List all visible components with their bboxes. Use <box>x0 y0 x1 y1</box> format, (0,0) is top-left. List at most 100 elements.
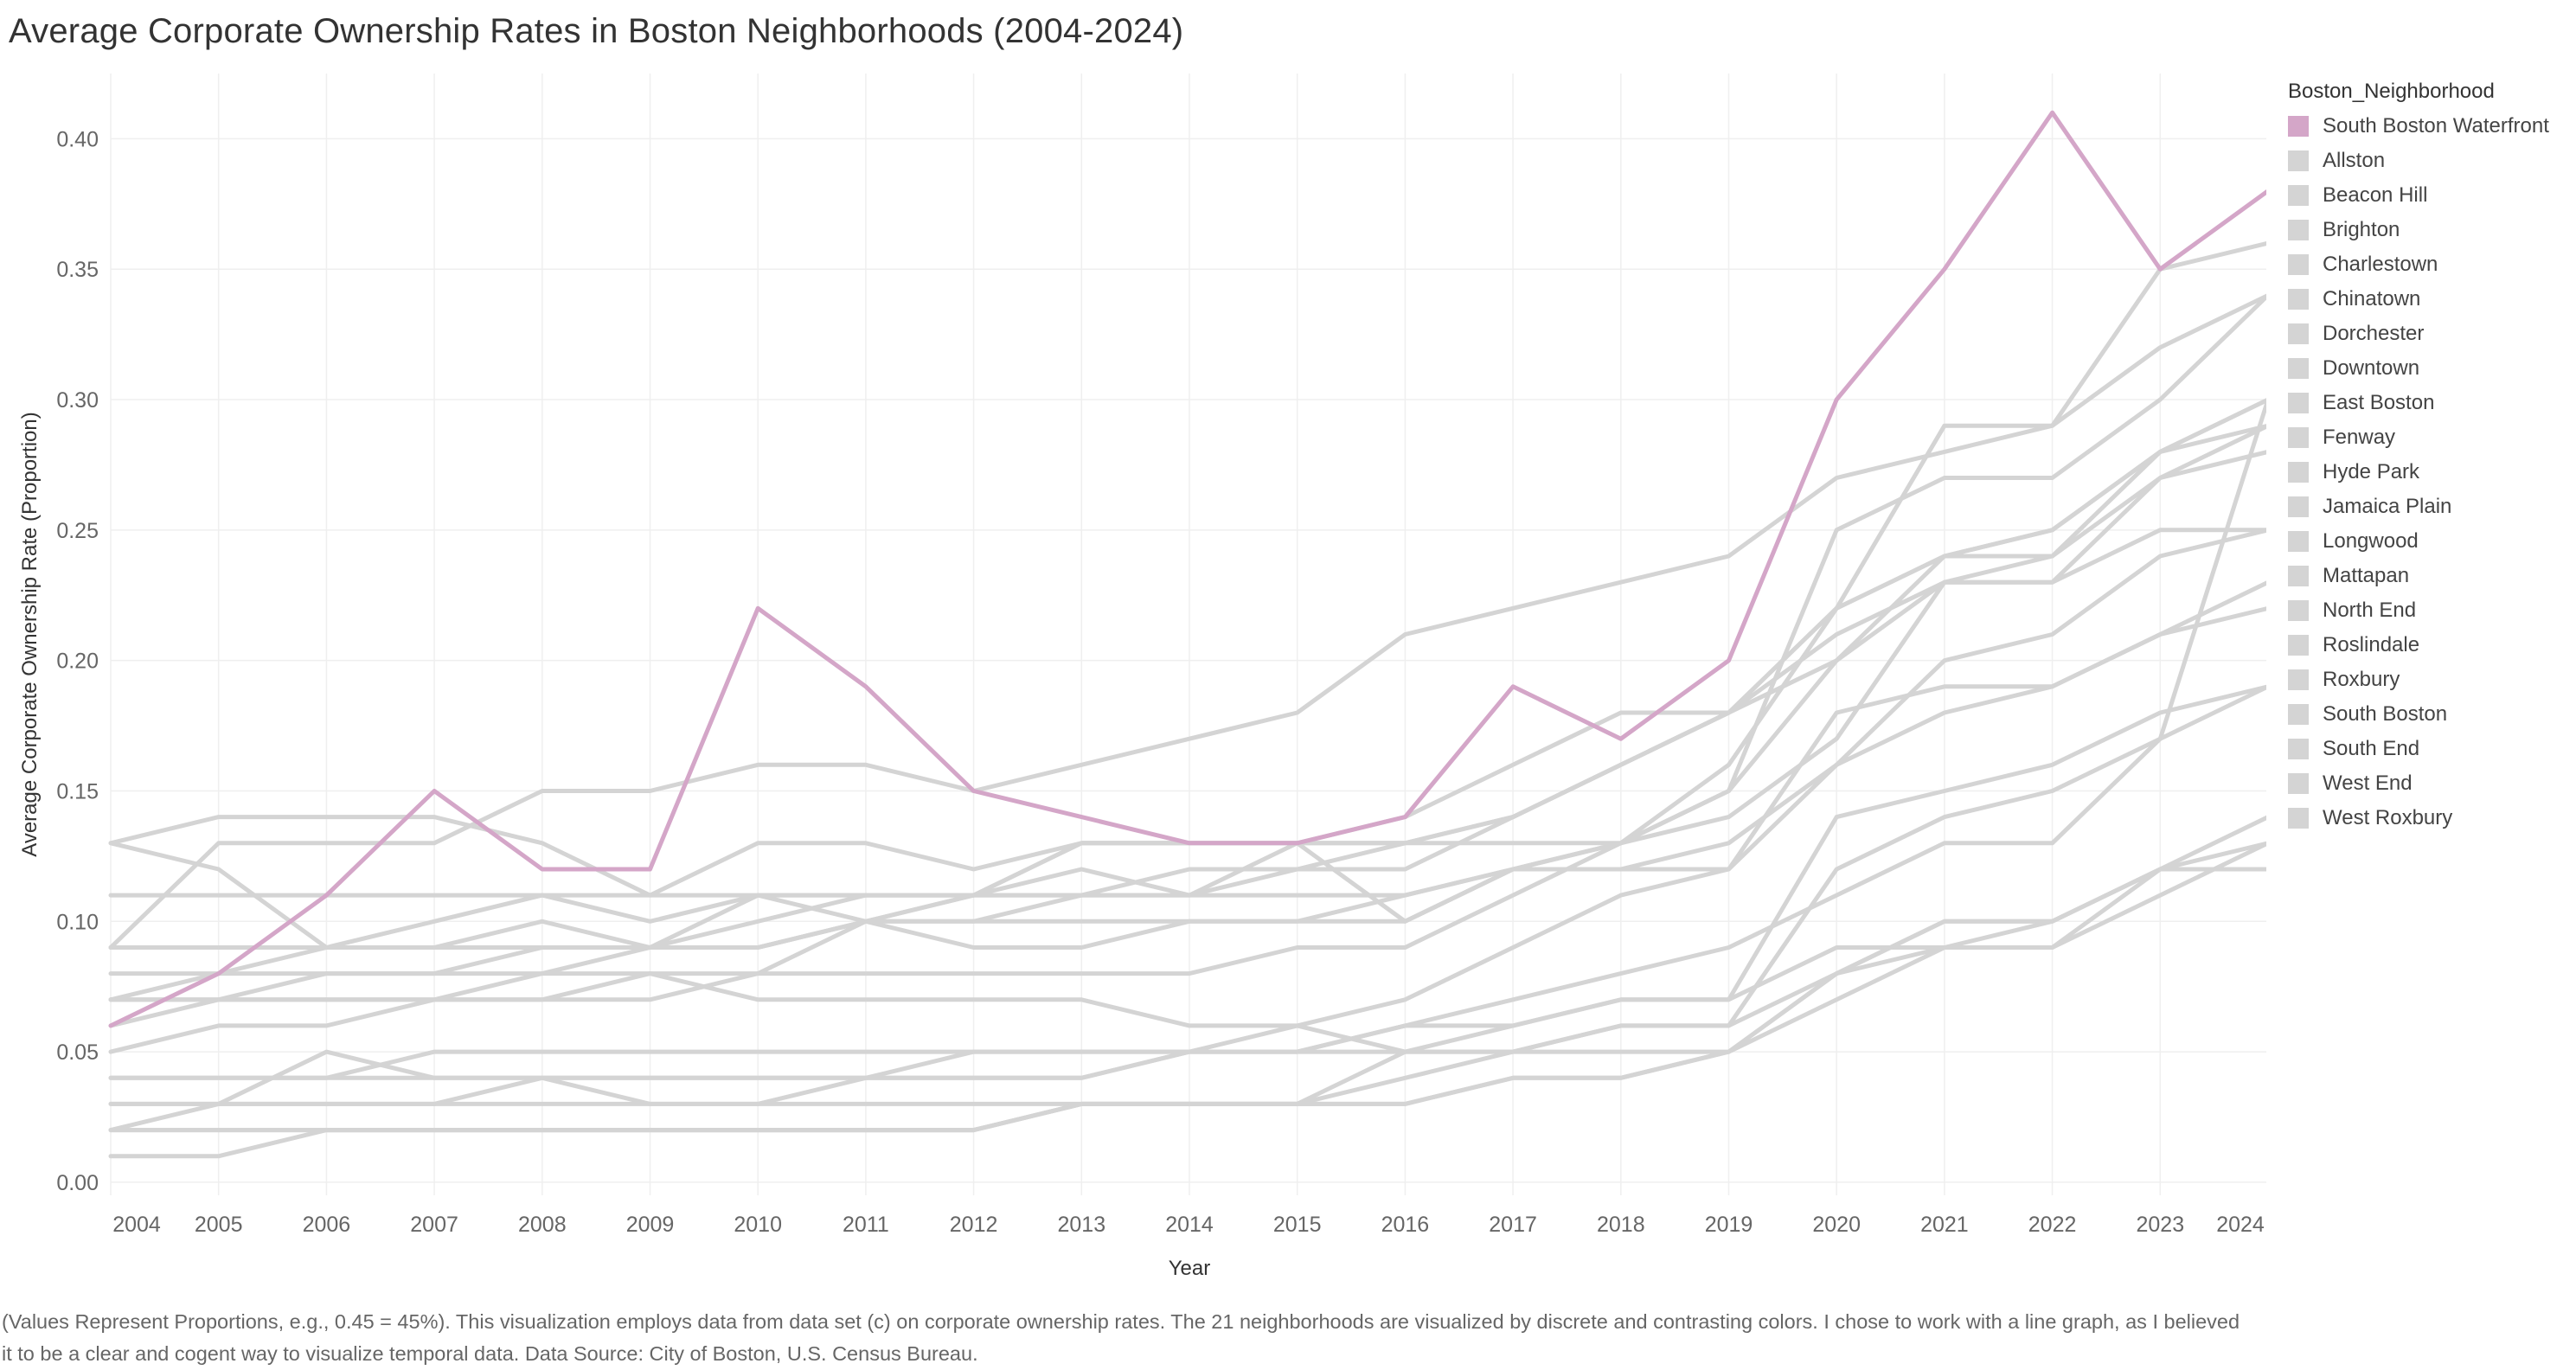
y-tick-label: 0.40 <box>56 127 99 151</box>
legend-label: Longwood <box>2323 529 2419 553</box>
x-tick-label: 2019 <box>1705 1213 1753 1237</box>
line-chart: 0.00 0.05 0.10 0.15 0.20 0.25 0.30 0.35 0.40 200… <box>18 74 2266 1280</box>
y-axis-title: Average Corporate Ownership Rate (Propor… <box>18 412 42 856</box>
legend-label: Dorchester <box>2323 322 2425 345</box>
x-axis-ticks: 2004 2005 2006 2007 2008 2009 2010 2011 2012 2013… <box>112 1213 2265 1237</box>
series-line-south-boston-waterfront[interactable] <box>108 110 2266 1028</box>
legend-label: East Boston <box>2323 391 2435 414</box>
legend-item-mattapan[interactable]: Mattapan <box>2288 559 2573 593</box>
legend-item-east-boston[interactable]: East Boston <box>2288 386 2573 420</box>
x-tick-label: 2022 <box>2028 1213 2077 1237</box>
legend-item-hyde-park[interactable]: Hyde Park <box>2288 455 2573 490</box>
legend-label: Jamaica Plain <box>2323 495 2452 518</box>
x-tick-label: 2023 <box>2136 1213 2184 1237</box>
series-line-west-roxbury[interactable] <box>108 684 2266 1159</box>
x-tick-label: 2011 <box>843 1213 889 1237</box>
legend-label: Roxbury <box>2323 668 2400 691</box>
y-tick-label: 0.20 <box>56 650 99 674</box>
legend[interactable]: Boston_Neighborhood South Boston Waterfr… <box>2288 80 2573 835</box>
legend-swatch <box>2288 254 2309 275</box>
legend-swatch <box>2288 116 2309 137</box>
legend-item-north-end[interactable]: North End <box>2288 593 2573 628</box>
legend-label: Brighton <box>2323 218 2400 241</box>
legend-label: South Boston <box>2323 702 2448 726</box>
legend-item-jamaica-plain[interactable]: Jamaica Plain <box>2288 490 2573 524</box>
legend-label: Mattapan <box>2323 564 2410 587</box>
legend-items: South Boston Waterfront Allston Beacon Hil… <box>2288 109 2573 835</box>
legend-item-west-end[interactable]: West End <box>2288 766 2573 801</box>
legend-item-brighton[interactable]: Brighton <box>2288 213 2573 247</box>
y-tick-label: 0.00 <box>56 1171 99 1195</box>
series-line-downtown[interactable] <box>108 293 2266 976</box>
legend-item-charlestown[interactable]: Charlestown <box>2288 247 2573 282</box>
x-tick-label: 2017 <box>1489 1213 1537 1237</box>
series-line-roxbury[interactable] <box>108 398 2266 1106</box>
y-axis-ticks: 0.00 0.05 0.10 0.15 0.20 0.25 0.30 0.35 0.40 <box>56 127 99 1195</box>
x-tick-label: 2005 <box>195 1213 243 1237</box>
legend-swatch <box>2288 773 2309 794</box>
x-tick-label: 2004 <box>112 1213 161 1237</box>
legend-item-south-boston[interactable]: South Boston <box>2288 697 2573 732</box>
x-tick-label: 2021 <box>1920 1213 1969 1237</box>
x-tick-label: 2007 <box>410 1213 458 1237</box>
legend-item-longwood[interactable]: Longwood <box>2288 524 2573 559</box>
legend-item-south-boston-waterfront[interactable]: South Boston Waterfront <box>2288 109 2573 144</box>
legend-swatch <box>2288 462 2309 483</box>
legend-swatch <box>2288 531 2309 552</box>
legend-item-chinatown[interactable]: Chinatown <box>2288 282 2573 317</box>
x-tick-label: 2024 <box>2216 1213 2265 1237</box>
legend-item-fenway[interactable]: Fenway <box>2288 420 2573 455</box>
x-tick-label: 2012 <box>950 1213 998 1237</box>
footnote: (Values Represent Proportions, e.g., 0.4… <box>2 1310 2240 1365</box>
legend-swatch <box>2288 739 2309 759</box>
x-axis-title: Year <box>1169 1257 1211 1280</box>
series-line-south-end[interactable] <box>108 580 2266 1002</box>
legend-label: Fenway <box>2323 426 2396 449</box>
legend-item-beacon-hill[interactable]: Beacon Hill <box>2288 178 2573 213</box>
series-lines-highlight <box>108 110 2266 1028</box>
legend-swatch <box>2288 808 2309 829</box>
series-lines-muted <box>108 241 2266 1159</box>
legend-title: Boston_Neighborhood <box>2288 80 2495 103</box>
legend-item-west-roxbury[interactable]: West Roxbury <box>2288 801 2573 835</box>
chart-title: Average Corporate Ownership Rates in Bos… <box>9 12 1184 50</box>
x-tick-label: 2015 <box>1273 1213 1322 1237</box>
legend-item-roslindale[interactable]: Roslindale <box>2288 628 2573 663</box>
x-tick-label: 2006 <box>303 1213 351 1237</box>
legend-label: Charlestown <box>2323 253 2438 276</box>
legend-swatch <box>2288 566 2309 586</box>
legend-label: North End <box>2323 599 2417 622</box>
legend-swatch <box>2288 289 2309 310</box>
legend-label: Downtown <box>2323 356 2420 380</box>
legend-label: West Roxbury <box>2323 806 2453 829</box>
legend-item-allston[interactable]: Allston <box>2288 144 2573 178</box>
x-tick-label: 2013 <box>1057 1213 1105 1237</box>
legend-label: Hyde Park <box>2323 460 2420 483</box>
legend-label: Allston <box>2323 149 2386 172</box>
legend-label: South Boston Waterfront <box>2323 114 2549 138</box>
x-tick-label: 2016 <box>1381 1213 1430 1237</box>
legend-label: South End <box>2323 737 2420 760</box>
x-tick-label: 2014 <box>1165 1213 1214 1237</box>
legend-swatch <box>2288 600 2309 621</box>
y-tick-label: 0.10 <box>56 910 99 934</box>
legend-swatch <box>2288 358 2309 379</box>
legend-swatch <box>2288 704 2309 725</box>
x-tick-label: 2010 <box>734 1213 782 1237</box>
legend-swatch <box>2288 220 2309 240</box>
legend-item-roxbury[interactable]: Roxbury <box>2288 663 2573 697</box>
legend-swatch <box>2288 635 2309 656</box>
legend-swatch <box>2288 185 2309 206</box>
x-tick-label: 2009 <box>626 1213 675 1237</box>
x-tick-label: 2020 <box>1812 1213 1861 1237</box>
series-line-jamaica-plain[interactable] <box>108 424 2266 1054</box>
legend-label: Roslindale <box>2323 633 2420 656</box>
legend-item-south-end[interactable]: South End <box>2288 732 2573 766</box>
legend-label: Chinatown <box>2323 287 2421 310</box>
legend-swatch <box>2288 496 2309 517</box>
y-tick-label: 0.15 <box>56 779 99 803</box>
legend-item-dorchester[interactable]: Dorchester <box>2288 317 2573 351</box>
y-tick-label: 0.35 <box>56 258 99 282</box>
legend-item-downtown[interactable]: Downtown <box>2288 351 2573 386</box>
legend-swatch <box>2288 393 2309 413</box>
